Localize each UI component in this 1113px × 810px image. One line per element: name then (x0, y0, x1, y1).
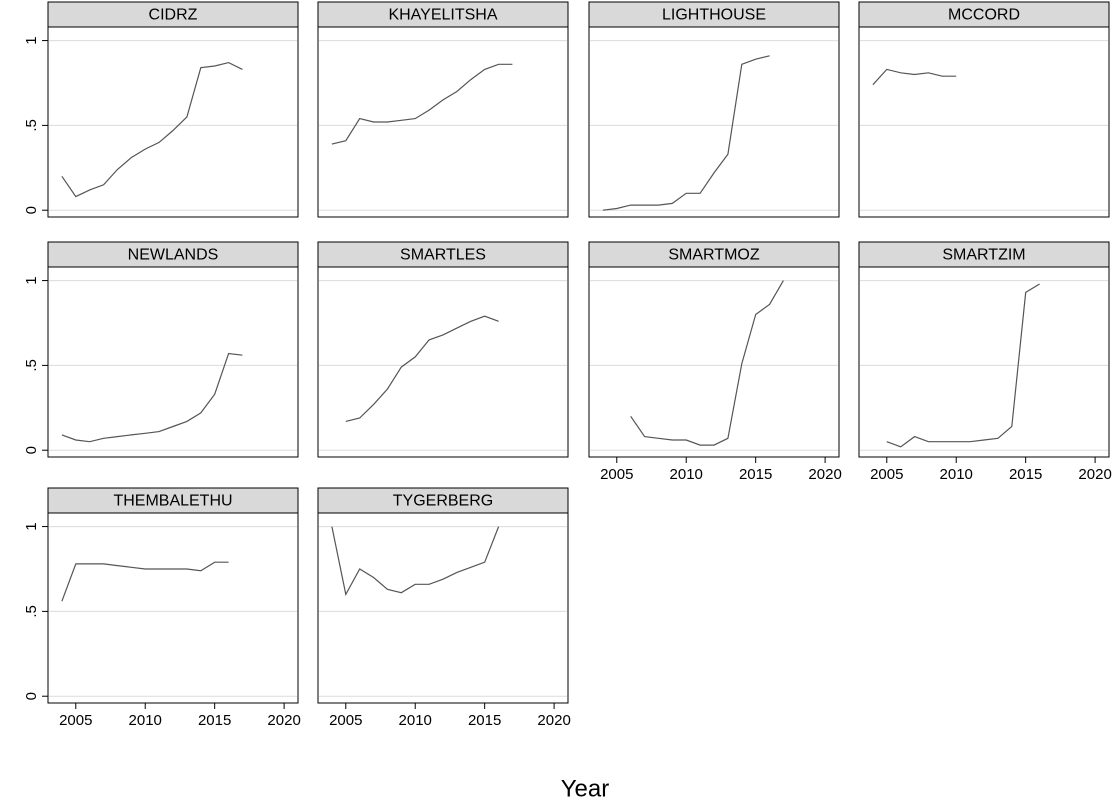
data-line (331, 63, 513, 145)
plot-area (317, 266, 569, 458)
plot-area (317, 512, 569, 704)
data-line (602, 55, 770, 211)
panel-strip (317, 1, 569, 28)
plot-area (317, 26, 569, 218)
x-tick-label: 2005 (870, 466, 903, 483)
plot-area (858, 266, 1110, 458)
y-tick-label: 1 (23, 276, 40, 284)
plot-area (588, 266, 840, 458)
y-tick-label: 0 (23, 446, 40, 454)
y-tick-label: 1 (23, 522, 40, 530)
panel-strip (858, 1, 1110, 28)
x-tick-label: 2015 (468, 712, 501, 729)
y-tick-label: 0 (23, 206, 40, 214)
plot-area (858, 26, 1110, 218)
panel-strip (317, 487, 569, 514)
y-tick-label: .5 (23, 359, 40, 372)
panel-title: SMARTZIM (942, 247, 1025, 264)
panel-title: NEWLANDS (128, 247, 219, 264)
data-line (345, 315, 499, 422)
data-line (61, 561, 229, 602)
x-tick-label: 2010 (940, 466, 973, 483)
x-tick-label: 2020 (267, 712, 300, 729)
x-axis-label: Year (561, 775, 610, 802)
panel-title: LIGHTHOUSE (662, 7, 766, 24)
x-tick-label: 2015 (739, 466, 772, 483)
data-line (61, 352, 243, 443)
data-line (872, 68, 957, 86)
panel-title: SMARTMOZ (668, 247, 759, 264)
data-line (61, 61, 243, 198)
panel-title: CIDRZ (149, 7, 198, 24)
data-line (331, 526, 500, 597)
panel-strip (588, 1, 840, 28)
plot-area (47, 26, 299, 218)
y-tick-label: .5 (23, 119, 40, 132)
panel-strip (47, 1, 299, 28)
plot-area (47, 266, 299, 458)
x-tick-label: 2015 (1009, 466, 1042, 483)
x-tick-label: 2020 (1078, 466, 1111, 483)
y-tick-label: 0 (23, 692, 40, 700)
x-tick-label: 2005 (59, 712, 92, 729)
x-tick-label: 2020 (537, 712, 570, 729)
x-tick-label: 2010 (129, 712, 162, 729)
plot-area (47, 512, 299, 704)
panel-strip (317, 241, 569, 268)
x-tick-label: 2010 (399, 712, 432, 729)
x-tick-label: 2005 (600, 466, 633, 483)
x-tick-label: 2005 (329, 712, 362, 729)
data-line (630, 280, 784, 446)
panel-title: THEMBALETHU (113, 493, 232, 510)
panel-title: KHAYELITSHA (388, 7, 497, 24)
x-tick-label: 2010 (670, 466, 703, 483)
y-tick-label: 1 (23, 36, 40, 44)
data-line (886, 283, 1040, 448)
panel-title: TYGERBERG (393, 493, 493, 510)
x-tick-label: 2015 (198, 712, 231, 729)
y-tick-label: .5 (23, 605, 40, 618)
panel-title: MCCORD (948, 7, 1020, 24)
panel-strip (47, 241, 299, 268)
panel-strip (47, 487, 299, 514)
x-tick-label: 2020 (808, 466, 841, 483)
panel-title: SMARTLES (400, 247, 486, 264)
plot-area (588, 26, 840, 218)
